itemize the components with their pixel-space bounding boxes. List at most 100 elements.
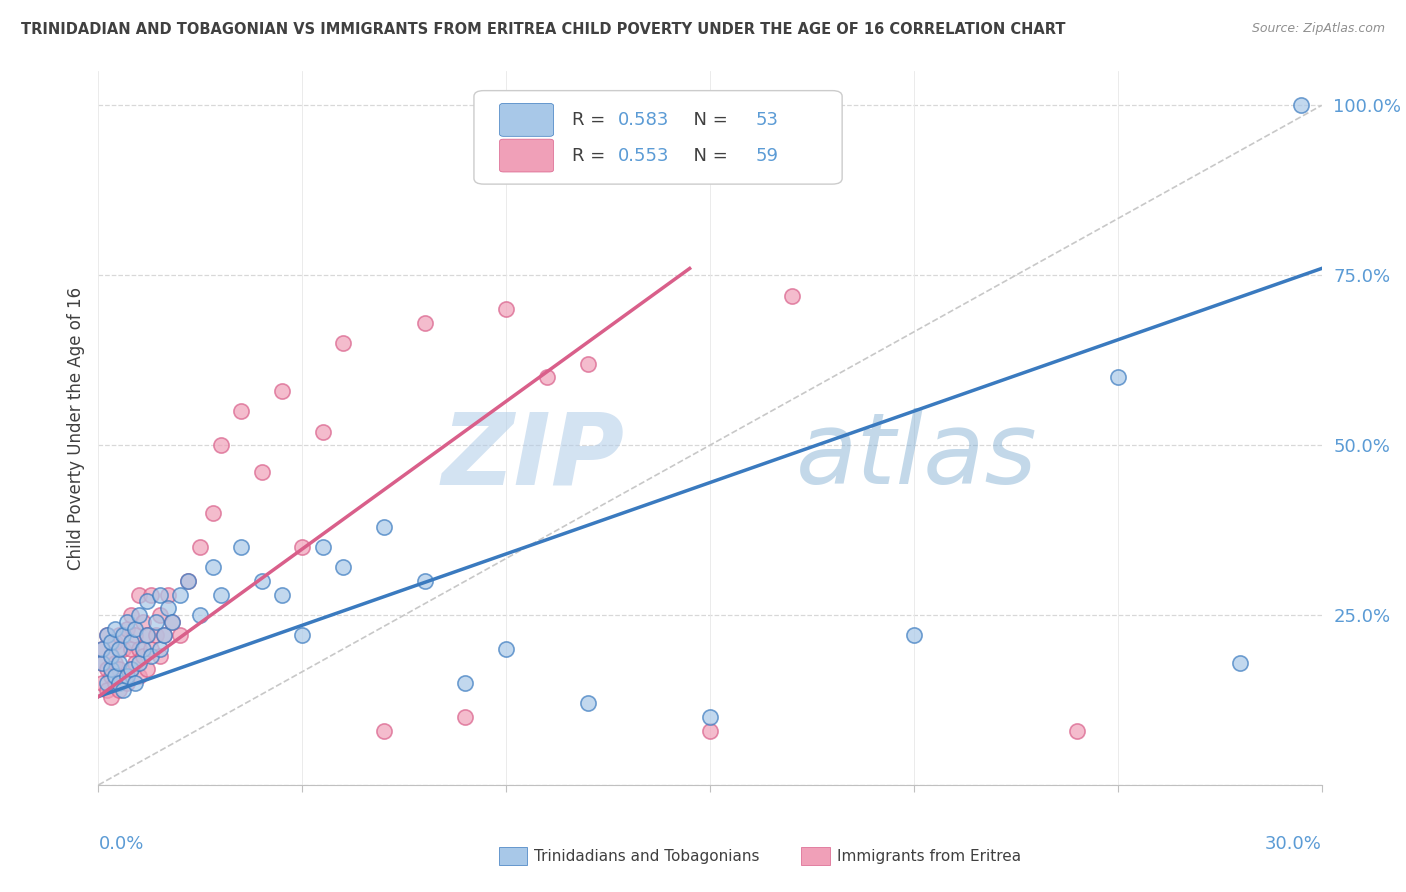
Point (128, 608, 150, 623)
Point (156, 601, 179, 615)
Point (91, 642, 114, 657)
Point (312, 540, 335, 554)
Point (91, 656, 114, 670)
Point (169, 588, 191, 602)
Point (100, 669, 122, 683)
Point (104, 669, 127, 683)
Text: Trinidadians and Tobagonians: Trinidadians and Tobagonians (534, 849, 759, 863)
Point (699, 710, 721, 724)
Point (100, 662, 122, 676)
Point (128, 669, 150, 683)
Point (1066, 723, 1088, 738)
Point (149, 642, 172, 657)
Point (576, 357, 599, 371)
Text: Source: ZipAtlas.com: Source: ZipAtlas.com (1251, 22, 1385, 36)
Point (111, 682, 134, 697)
Point (903, 628, 925, 642)
Text: atlas: atlas (796, 409, 1038, 505)
Text: 0.583: 0.583 (619, 111, 669, 128)
Point (373, 723, 395, 738)
Point (413, 316, 436, 330)
Point (231, 404, 253, 418)
Point (149, 608, 172, 623)
Point (108, 676, 131, 690)
Point (115, 615, 138, 629)
Point (91, 676, 114, 690)
Point (115, 669, 138, 683)
Point (201, 506, 224, 520)
Text: TRINIDADIAN AND TOBAGONIAN VS IMMIGRANTS FROM ERITREA CHILD POVERTY UNDER THE AG: TRINIDADIAN AND TOBAGONIAN VS IMMIGRANTS… (21, 22, 1066, 37)
Point (136, 662, 159, 676)
Point (120, 635, 142, 649)
Point (96, 682, 118, 697)
Point (128, 642, 150, 657)
Point (1107, 370, 1129, 384)
Point (91, 656, 114, 670)
FancyBboxPatch shape (499, 103, 554, 136)
Point (160, 615, 183, 629)
Point (91, 642, 114, 657)
Point (149, 648, 172, 663)
Text: R =: R = (572, 146, 610, 164)
Point (152, 628, 174, 642)
Point (124, 622, 146, 636)
Point (120, 642, 142, 657)
Point (145, 615, 167, 629)
Point (132, 648, 155, 663)
Text: 30.0%: 30.0% (1265, 835, 1322, 853)
Point (96, 676, 118, 690)
Point (160, 615, 183, 629)
Point (128, 656, 150, 670)
Point (100, 648, 122, 663)
Point (108, 662, 131, 676)
Point (156, 588, 179, 602)
Y-axis label: Child Poverty Under the Age of 16: Child Poverty Under the Age of 16 (66, 286, 84, 570)
FancyBboxPatch shape (499, 139, 554, 172)
Point (104, 676, 127, 690)
Point (108, 628, 131, 642)
Text: ZIP: ZIP (441, 409, 624, 505)
Point (1291, 98, 1313, 112)
Point (104, 635, 127, 649)
Point (120, 608, 142, 623)
Point (115, 622, 138, 636)
Text: 59: 59 (755, 146, 779, 164)
Point (169, 628, 191, 642)
Point (270, 588, 294, 602)
Point (96, 628, 118, 642)
Point (128, 588, 150, 602)
Point (1229, 656, 1251, 670)
Point (136, 594, 159, 608)
Point (177, 574, 200, 588)
Point (332, 560, 354, 574)
Point (124, 656, 146, 670)
Point (149, 588, 172, 602)
Point (141, 588, 163, 602)
Text: 53: 53 (755, 111, 779, 128)
Point (108, 682, 131, 697)
Text: R =: R = (572, 111, 610, 128)
Point (120, 662, 142, 676)
Point (454, 710, 477, 724)
Point (270, 384, 294, 398)
Point (373, 519, 395, 533)
Point (152, 628, 174, 642)
Point (100, 648, 122, 663)
Point (104, 656, 127, 670)
Point (96, 662, 118, 676)
Point (111, 642, 134, 657)
Point (454, 676, 477, 690)
Text: 0.553: 0.553 (619, 146, 669, 164)
Point (177, 574, 200, 588)
Point (132, 642, 155, 657)
Point (100, 635, 122, 649)
Point (108, 642, 131, 657)
Text: N =: N = (682, 111, 734, 128)
Point (145, 628, 167, 642)
Point (250, 574, 273, 588)
Point (576, 697, 599, 711)
Point (291, 628, 314, 642)
Point (108, 656, 131, 670)
Text: 0.0%: 0.0% (98, 835, 143, 853)
Point (141, 648, 163, 663)
